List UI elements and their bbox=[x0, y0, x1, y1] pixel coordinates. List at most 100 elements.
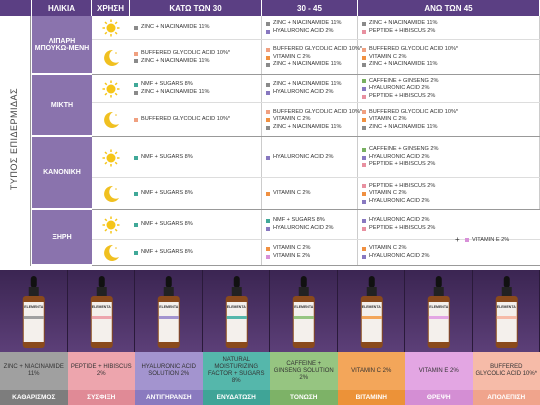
ingredient: NMF + SUGARS 8% bbox=[266, 217, 357, 225]
bullet bbox=[266, 125, 270, 130]
ingredient: VITAMIN C 2% bbox=[266, 190, 357, 198]
brand: ELEMENTA bbox=[294, 305, 314, 309]
bottle bbox=[22, 276, 45, 348]
row-line bbox=[92, 102, 540, 103]
ingredient-text: VITAMIN C 2% bbox=[369, 116, 407, 123]
ingredient-text: VITAMIN C 2% bbox=[273, 245, 311, 252]
ingredient: ZINC + NIACINAMIDE 11% bbox=[266, 124, 357, 132]
ingredient: ZINC + NIACINAMIDE 11% bbox=[266, 61, 357, 69]
bullet bbox=[362, 199, 366, 204]
ingredient: ZINC + NIACINAMIDE 11% bbox=[266, 20, 357, 28]
ingredient: ZINC + NIACINAMIDE 11% bbox=[362, 124, 539, 132]
product-panel: ELEMENTA bbox=[405, 270, 473, 352]
ingredient-text: HYALURONIC ACID 2% bbox=[273, 225, 334, 231]
brand: ELEMENTA bbox=[226, 305, 246, 309]
ingredient-text: NMF + SUGARS 8% bbox=[141, 81, 193, 88]
skin-type: ΜΙΚΤΗ bbox=[32, 75, 92, 137]
ingredient: BUFFERED GLYCOLIC ACID 10%* bbox=[362, 109, 539, 117]
bullet bbox=[266, 22, 270, 27]
product-name: CAFFEINE + GINSENG SOLUTION 2% bbox=[270, 352, 338, 390]
bullet bbox=[266, 63, 270, 68]
ingredient-text: ZINC + NIACINAMIDE 11% bbox=[369, 20, 438, 27]
ingredient-text: HYALURONIC ACID 2% bbox=[369, 197, 430, 204]
bottle bbox=[427, 276, 450, 348]
product-panel: ELEMENTA bbox=[67, 270, 135, 352]
bullet bbox=[362, 87, 366, 91]
bullet bbox=[266, 29, 270, 34]
cell: ZINC + NIACINAMIDE 11% HYALURONIC ACID 2% bbox=[262, 16, 358, 40]
ingredient-text: ZINC + NIACINAMIDE 11% bbox=[369, 123, 438, 130]
bullet bbox=[465, 238, 469, 242]
bullet bbox=[266, 55, 270, 60]
sun-icon bbox=[102, 19, 120, 37]
cell: BUFFERED GLYCOLIC ACID 10%* VITAMIN C 2% Z… bbox=[358, 103, 540, 137]
ingredient: HYALURONIC ACID 2% bbox=[362, 154, 539, 162]
product-name: ZINC + NIACINAMIDE 11% bbox=[0, 352, 68, 390]
bullet bbox=[362, 110, 366, 115]
ingredient-text: PEPTIDE + HIBISCUS 2% bbox=[369, 225, 436, 231]
cell: BUFFERED GLYCOLIC ACID 10%* ZINC + NIACIN… bbox=[130, 40, 262, 75]
ingredient: NMF + SUGARS 8% bbox=[134, 221, 261, 229]
ingredient: HYALURONIC ACID 2% bbox=[362, 85, 539, 93]
moon-icon bbox=[104, 111, 119, 128]
cell: BUFFERED GLYCOLIC ACID 10%* VITAMIN C 2% Z… bbox=[262, 40, 362, 75]
ingredient: NMF + SUGARS 8% bbox=[134, 81, 261, 89]
ingredient: BUFFERED GLYCOLIC ACID 10%* bbox=[134, 50, 261, 58]
bullet bbox=[134, 251, 138, 255]
bottle bbox=[360, 276, 383, 348]
product-panel: ELEMENTA bbox=[337, 270, 405, 352]
ingredient-text: VITAMIN C 2% bbox=[273, 53, 311, 60]
bullet bbox=[362, 155, 366, 160]
ingredient: ZINC + NIACINAMIDE 11% bbox=[134, 89, 261, 97]
ingredient-text: HYALURONIC ACID 2% bbox=[369, 217, 430, 224]
bullet bbox=[362, 29, 366, 34]
product-category: ΘΡΕΨΗ bbox=[405, 390, 473, 405]
ingredient-text: HYALURONIC ACID 2% bbox=[369, 153, 430, 160]
brand: ELEMENTA bbox=[24, 305, 44, 309]
ingredient-text: ZINC + NIACINAMIDE 11% bbox=[369, 61, 438, 68]
ingredient-text: BUFFERED GLYCOLIC ACID 10%* bbox=[369, 108, 459, 115]
ingredient-text: NMF + SUGARS 8% bbox=[141, 221, 193, 228]
sun-icon bbox=[102, 216, 120, 234]
product-category: ΚΑΘΑΡΙΣΜΟΣ bbox=[0, 390, 68, 405]
bullet bbox=[266, 192, 270, 196]
ingredient-text: HYALURONIC ACID 2% bbox=[273, 153, 334, 160]
product-category: ΤΟΝΩΣΗ bbox=[270, 390, 338, 405]
skin-type: ΛΙΠΑΡΗ ΜΠΟΥΚΩ-ΜΕΝΗ bbox=[32, 16, 92, 75]
cell: NMF + SUGARS 8% bbox=[130, 137, 262, 178]
cell: NMF + SUGARS 8% bbox=[130, 240, 262, 266]
sun-icon bbox=[102, 80, 120, 98]
ingredient: ZINC + NIACINAMIDE 11% bbox=[362, 61, 539, 69]
ingredient-text: PEPTIDE + HIBISCUS 2% bbox=[369, 161, 436, 168]
column-header: 30 - 45 bbox=[262, 0, 358, 16]
bullet bbox=[362, 94, 366, 99]
bullet bbox=[362, 22, 366, 27]
ingredient-text: ZINC + NIACINAMIDE 11% bbox=[273, 81, 342, 88]
moon-icon bbox=[104, 49, 119, 66]
bullet bbox=[362, 125, 366, 130]
row-line bbox=[92, 136, 540, 137]
bullet bbox=[266, 247, 270, 252]
product-category: ΒΙΤΑΜΙΝΗ bbox=[337, 390, 405, 405]
ingredient-text: BUFFERED GLYCOLIC ACID 10%* bbox=[273, 46, 363, 53]
ingredient-text: HYALURONIC ACID 2% bbox=[369, 253, 430, 259]
ingredient-text: ZINC + NIACINAMIDE 11% bbox=[141, 57, 210, 64]
bullet bbox=[362, 118, 366, 122]
product-panel: ELEMENTA bbox=[0, 270, 68, 352]
bottle bbox=[292, 276, 315, 348]
ingredient: BUFFERED GLYCOLIC ACID 10%* bbox=[266, 46, 362, 54]
product-name: BUFFERED GLYCOLIC ACID 10%* bbox=[472, 352, 540, 390]
ingredient-text: ZINC + NIACINAMIDE 11% bbox=[273, 123, 342, 130]
ingredient: VITAMIN C 2% bbox=[362, 116, 539, 124]
ingredient-text: BUFFERED GLYCOLIC ACID 10%* bbox=[369, 46, 459, 53]
bottle bbox=[157, 276, 180, 348]
ingredient: PEPTIDE + HIBISCUS 2% bbox=[362, 183, 539, 191]
bullet bbox=[362, 184, 366, 189]
ingredient: CAFFEINE + GINSENG 2% bbox=[362, 146, 539, 154]
bullet bbox=[134, 90, 138, 95]
column-header: ΗΛΙΚΙΑ bbox=[32, 0, 92, 16]
brand: ELEMENTA bbox=[91, 305, 111, 309]
row-line bbox=[92, 209, 540, 210]
bullet bbox=[362, 163, 366, 168]
bullet bbox=[266, 254, 270, 259]
